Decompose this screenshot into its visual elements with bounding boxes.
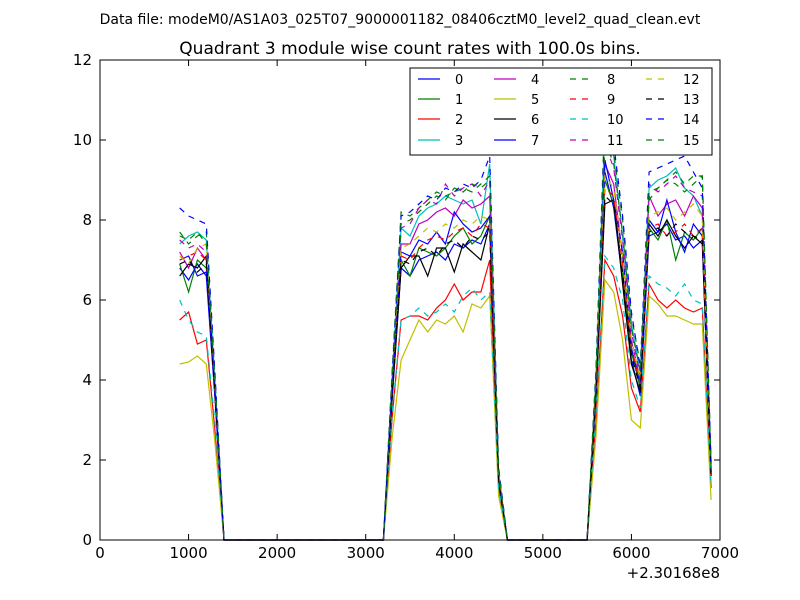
legend-label-5: 5 xyxy=(531,93,539,108)
chart-title: Quadrant 3 module wise count rates with … xyxy=(179,39,640,59)
legend-label-7: 7 xyxy=(531,134,539,149)
series-line-14 xyxy=(179,123,712,541)
legend-label-14: 14 xyxy=(683,113,700,128)
x-tick-label: 6000 xyxy=(612,544,650,562)
suptitle: Data file: modeM0/AS1A03_025T07_90000011… xyxy=(100,12,701,28)
legend-label-3: 3 xyxy=(455,134,463,149)
y-tick-label: 2 xyxy=(82,451,92,469)
legend-label-15: 15 xyxy=(683,134,700,149)
axis-ticks xyxy=(99,59,721,541)
y-tick-label: 12 xyxy=(73,51,92,69)
x-tick-label: 0 xyxy=(95,544,105,562)
legend-label-0: 0 xyxy=(455,73,463,88)
series-line-12 xyxy=(179,174,712,541)
series-line-9 xyxy=(179,186,712,541)
x-tick-label: 5000 xyxy=(524,544,562,562)
y-tick-label: 6 xyxy=(82,291,92,309)
legend-label-11: 11 xyxy=(607,134,624,149)
x-offset-label: +2.30168e8 xyxy=(627,564,720,582)
legend-label-4: 4 xyxy=(531,73,539,88)
legend-label-2: 2 xyxy=(455,113,463,128)
series-line-11 xyxy=(179,143,712,541)
legend-label-10: 10 xyxy=(607,113,624,128)
legend-label-9: 9 xyxy=(607,93,615,108)
x-tick-label: 4000 xyxy=(435,544,473,562)
y-tick-label: 4 xyxy=(82,371,92,389)
x-tick-label: 2000 xyxy=(258,544,296,562)
x-tick-label: 3000 xyxy=(347,544,385,562)
legend-label-13: 13 xyxy=(683,93,700,108)
legend-label-6: 6 xyxy=(531,113,539,128)
y-tick-label: 0 xyxy=(82,531,92,549)
y-tick-label: 10 xyxy=(73,131,92,149)
x-tick-label: 7000 xyxy=(701,544,739,562)
legend-label-1: 1 xyxy=(455,93,463,108)
y-tick-label: 8 xyxy=(82,211,92,229)
series-line-10 xyxy=(179,254,712,541)
legend-label-12: 12 xyxy=(683,73,700,88)
x-tick-label: 1000 xyxy=(169,544,207,562)
legend-label-8: 8 xyxy=(607,73,615,88)
